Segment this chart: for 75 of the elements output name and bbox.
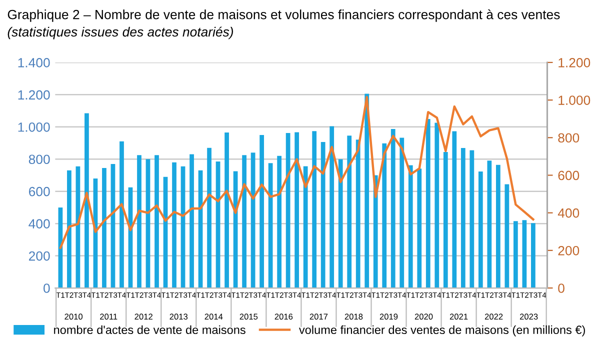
y2-tick-label: 800 (558, 133, 580, 143)
bar (513, 221, 518, 288)
bar (400, 138, 404, 288)
text: 2018 (344, 314, 363, 320)
y-tick-label: 0 (44, 284, 50, 293)
bar (137, 155, 142, 288)
y-tick-label: 1.000 (18, 122, 50, 132)
bar (242, 155, 246, 288)
bar (504, 184, 510, 288)
bar (470, 150, 474, 288)
y2-tick-label: 1.000 (558, 96, 590, 105)
text: 2021 (450, 314, 468, 320)
bar (382, 143, 387, 288)
bar (347, 136, 352, 288)
y-tick-label: 200 (28, 251, 50, 261)
y-tick-label: 600 (28, 186, 50, 196)
y-tick-label: 400 (28, 219, 50, 228)
y-tick-label: 1.400 (18, 58, 50, 68)
y2-tick-label: 200 (558, 246, 580, 256)
text: 2013 (170, 314, 188, 320)
text: 2012 (134, 314, 152, 320)
text: 2011 (100, 314, 118, 320)
bar (294, 132, 300, 288)
bar (496, 164, 500, 288)
text: 2019 (380, 314, 398, 320)
bar (478, 172, 483, 288)
legend-label: volume financier des ventes de maisons (en millions €) (298, 325, 585, 336)
bar (443, 152, 448, 288)
bar (303, 166, 308, 288)
y2-tick-label: 1.200 (558, 58, 590, 68)
bar (487, 160, 492, 288)
bar (330, 126, 334, 288)
text: 2016 (274, 314, 293, 320)
bar (452, 131, 457, 288)
line-series (59, 96, 534, 249)
y-tick-label: 1.200 (18, 90, 50, 100)
bar (320, 142, 326, 288)
bar (154, 155, 159, 288)
bar (172, 162, 176, 288)
text: 2015 (240, 314, 258, 320)
bar (417, 168, 422, 288)
bar (312, 131, 317, 288)
bar (207, 148, 212, 288)
bar (67, 170, 72, 288)
text: 2010 (64, 314, 83, 320)
text: 2022 (484, 314, 503, 320)
bar (260, 134, 264, 288)
chart-subtitle: (statistiques issues des actes notariés) (8, 26, 234, 40)
bar (286, 133, 290, 288)
bar (426, 119, 430, 288)
bar (84, 113, 89, 288)
bar (102, 168, 106, 288)
bar (408, 165, 413, 288)
text: 2017 (310, 314, 328, 320)
y-tick-label: 800 (28, 154, 50, 164)
y2-tick-label: 400 (558, 208, 580, 218)
bar (522, 220, 527, 288)
bar (338, 159, 343, 288)
bar (277, 156, 282, 288)
text: 2023 (520, 314, 538, 320)
y2-tick-label: 600 (558, 170, 580, 180)
chart-title: Graphique 2 – Nombre de vente de maisons et volumes financiers correspondant à ces ventes (8, 9, 560, 22)
bar (460, 148, 466, 288)
bar (120, 141, 124, 288)
y2-tick-label: 0 (558, 284, 564, 293)
bar (224, 132, 229, 288)
bar (531, 223, 536, 288)
bar (390, 128, 396, 288)
bar (190, 154, 194, 288)
legend-label: nombre d'actes de vente de maisons (54, 325, 246, 334)
text: 2014 (204, 314, 223, 320)
bar (434, 122, 440, 288)
bar (364, 94, 370, 288)
bar (356, 140, 360, 288)
text: 2020 (414, 314, 433, 320)
